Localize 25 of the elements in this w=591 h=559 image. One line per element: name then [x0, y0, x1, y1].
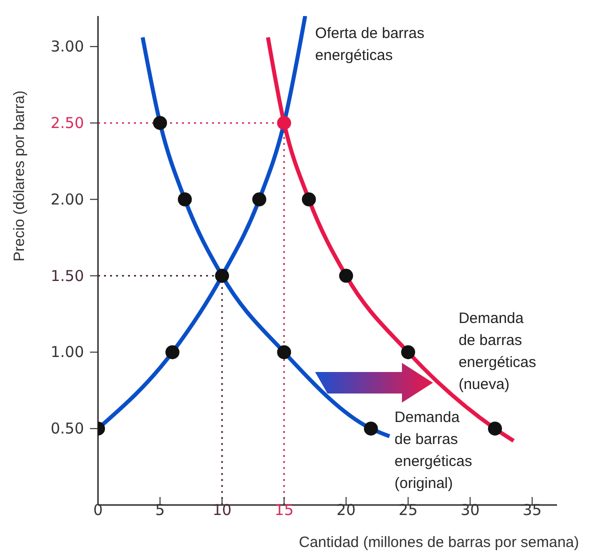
series-label: Demanda de barras energéticas (original)	[394, 409, 472, 492]
x-tick-label: 10	[212, 501, 232, 519]
series-label: Oferta de barras energéticas	[315, 25, 424, 64]
y-tick-label: 1.50	[50, 266, 84, 285]
point	[178, 192, 192, 206]
point	[364, 422, 378, 436]
point	[277, 345, 292, 360]
point	[401, 345, 416, 360]
x-axis-title: Cantidad (millones de barras por semana)	[298, 534, 579, 551]
point	[215, 268, 230, 283]
x-tick-label: 15	[274, 501, 294, 519]
y-axis-title: Precio (dólares por barra)	[11, 90, 28, 262]
y-tick-label: 0.50	[50, 420, 84, 438]
y-tick-label: 2.50	[50, 114, 84, 132]
y-tick-label: 1.00	[50, 343, 84, 362]
series-label: Demanda de barras energéticas (nueva)	[458, 310, 536, 393]
y-tick-label: 2.00	[50, 190, 84, 208]
point	[339, 268, 354, 283]
point	[165, 345, 180, 360]
point	[153, 116, 168, 130]
point	[302, 192, 316, 206]
point	[488, 422, 502, 436]
point	[277, 116, 292, 130]
y-tick-label: 3.00	[50, 38, 84, 56]
point	[252, 192, 266, 206]
